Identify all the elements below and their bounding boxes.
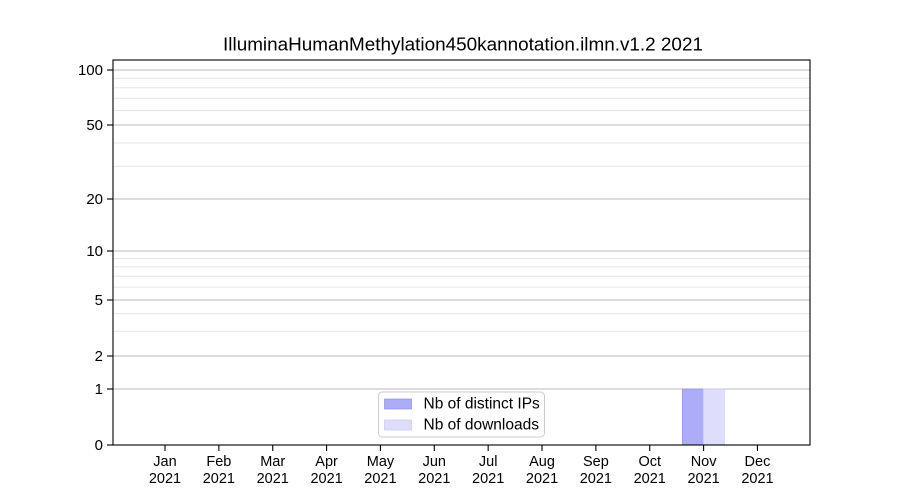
svg-text:Dec: Dec (745, 454, 771, 470)
svg-text:2021: 2021 (257, 471, 289, 487)
svg-text:Sep: Sep (583, 454, 609, 470)
svg-text:20: 20 (86, 191, 103, 208)
svg-text:Jan: Jan (153, 454, 176, 470)
svg-text:IlluminaHumanMethylation450kan: IlluminaHumanMethylation450kannotation.i… (223, 35, 703, 56)
svg-text:2021: 2021 (203, 471, 235, 487)
svg-text:2021: 2021 (526, 471, 558, 487)
svg-text:Jun: Jun (423, 454, 446, 470)
svg-text:2021: 2021 (472, 471, 504, 487)
svg-text:2021: 2021 (418, 471, 450, 487)
svg-text:2: 2 (95, 348, 103, 365)
svg-text:100: 100 (78, 62, 103, 79)
svg-text:Nb of distinct IPs: Nb of distinct IPs (424, 396, 541, 413)
svg-text:Apr: Apr (315, 454, 338, 470)
svg-text:2021: 2021 (310, 471, 342, 487)
svg-text:Mar: Mar (260, 454, 285, 470)
svg-text:2021: 2021 (687, 471, 719, 487)
svg-text:2021: 2021 (580, 471, 612, 487)
svg-text:2021: 2021 (149, 471, 181, 487)
svg-text:2021: 2021 (741, 471, 773, 487)
svg-text:10: 10 (86, 243, 103, 260)
svg-text:Oct: Oct (638, 454, 661, 470)
svg-text:0: 0 (95, 437, 103, 454)
svg-text:Feb: Feb (206, 454, 231, 470)
svg-text:Jul: Jul (479, 454, 498, 470)
svg-text:Nov: Nov (691, 454, 718, 470)
svg-text:1: 1 (95, 381, 103, 398)
svg-text:2021: 2021 (364, 471, 396, 487)
svg-text:5: 5 (95, 292, 103, 309)
svg-text:50: 50 (86, 117, 103, 134)
svg-text:2021: 2021 (634, 471, 666, 487)
svg-text:May: May (367, 454, 395, 470)
svg-text:Aug: Aug (529, 454, 555, 470)
svg-text:Nb of downloads: Nb of downloads (424, 417, 540, 434)
